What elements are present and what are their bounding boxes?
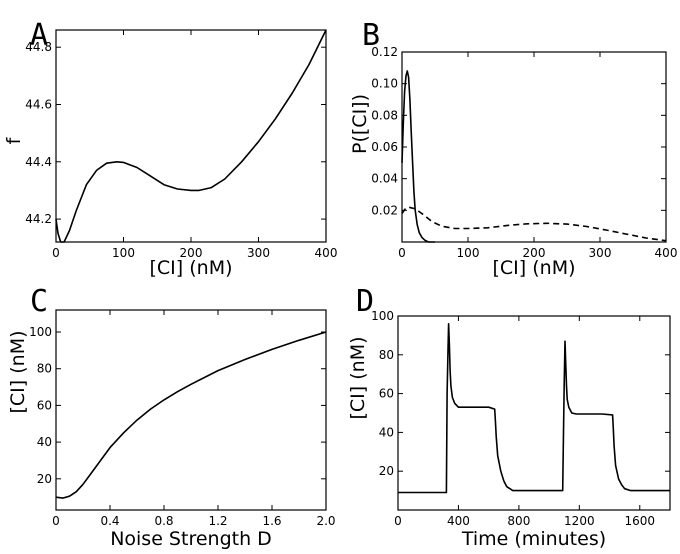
x-tick-label-d-3: 1200 <box>564 514 595 528</box>
series-group-a <box>55 29 327 243</box>
x-tick-label-c-1: 0.4 <box>100 514 119 528</box>
panel-d: D 0 400 800 1200 1600 20 40 60 80 100 Time (minu… <box>347 284 671 550</box>
series-group-c <box>55 331 327 499</box>
y-ticks-d: 20 40 60 80 100 <box>371 309 670 478</box>
x-tick-label-c-0: 0 <box>52 514 60 528</box>
y-tick-label-c-0: 20 <box>37 472 52 486</box>
series-line-c-ci <box>55 331 327 499</box>
y-ticks-c: 20 40 60 80 100 <box>29 325 326 486</box>
x-tick-label-a-2: 200 <box>180 246 203 260</box>
panel-b: B 0 100 200 300 400 0.02 0.04 0.06 0.08 0.10 0.12… <box>349 18 677 279</box>
x-tick-label-d-1: 400 <box>447 514 470 528</box>
y-tick-label-d-4: 100 <box>371 309 394 323</box>
x-tick-label-d-4: 1600 <box>625 514 656 528</box>
series-line-b-narrow-distribution <box>401 70 435 243</box>
y-tick-label-b-5: 0.12 <box>371 45 398 59</box>
y-tick-label-a-3: 44.8 <box>25 40 52 54</box>
y-tick-label-a-1: 44.4 <box>25 155 52 169</box>
panel-c: C 0 0.4 0.8 1.2 1.6 2.0 20 40 60 80 100 Noise Str… <box>7 284 336 550</box>
x-tick-label-c-5: 2.0 <box>316 514 335 528</box>
x-tick-label-b-2: 200 <box>523 246 546 260</box>
plot-frame-c <box>55 309 327 511</box>
series-line-b-broad-distribution <box>401 206 667 242</box>
x-tick-label-b-4: 400 <box>655 246 678 260</box>
y-tick-label-b-3: 0.08 <box>371 108 398 122</box>
y-tick-label-a-0: 44.2 <box>25 212 52 226</box>
y-tick-label-b-4: 0.10 <box>371 77 398 91</box>
series-group-d <box>398 323 670 494</box>
y-tick-label-b-2: 0.06 <box>371 140 398 154</box>
y-ticks-b: 0.02 0.04 0.06 0.08 0.10 0.12 <box>371 45 666 217</box>
panel-letter-a: A <box>30 18 48 53</box>
y-axis-label-b: P([CI]) <box>349 94 371 154</box>
panel-letter-d: D <box>356 284 374 319</box>
y-tick-label-c-4: 100 <box>29 325 52 339</box>
plot-frame-a <box>55 29 327 243</box>
x-tick-label-d-2: 800 <box>507 514 530 528</box>
x-ticks-c: 0 0.4 0.8 1.2 1.6 2.0 <box>52 310 336 528</box>
x-tick-label-b-3: 300 <box>589 246 612 260</box>
panel-letter-b: B <box>362 18 380 53</box>
x-ticks-a: 0 100 200 300 400 <box>52 30 337 260</box>
x-axis-label-a: [CI] (nM) <box>150 257 233 279</box>
y-tick-label-c-1: 40 <box>37 435 52 449</box>
x-axis-label-d: Time (minutes) <box>461 528 606 550</box>
x-tick-label-a-3: 300 <box>247 246 270 260</box>
x-tick-label-c-2: 0.8 <box>154 514 173 528</box>
y-tick-label-a-2: 44.6 <box>25 97 52 111</box>
y-axis-label-a: f <box>3 136 25 144</box>
x-axis-label-b: [CI] (nM) <box>493 257 576 279</box>
y-tick-label-d-3: 80 <box>379 348 394 362</box>
x-tick-label-a-0: 0 <box>52 246 60 260</box>
x-tick-label-d-0: 0 <box>394 514 402 528</box>
panel-letter-c: C <box>30 284 48 319</box>
plot-frame-b <box>401 51 667 243</box>
series-line-d-ci-trajectory <box>398 323 670 494</box>
y-axis-label-c: [CI] (nM) <box>7 331 29 414</box>
x-ticks-d: 0 400 800 1200 1600 <box>394 316 655 528</box>
panel-a: A 0 100 200 300 400 44.2 44.4 44.6 44.8 [CI] (n… <box>3 18 337 279</box>
x-ticks-b: 0 100 200 300 400 <box>398 52 677 260</box>
x-tick-label-b-1: 100 <box>457 246 480 260</box>
x-tick-label-a-1: 100 <box>112 246 135 260</box>
y-tick-label-b-0: 0.02 <box>371 203 398 217</box>
y-ticks-a: 44.2 44.4 44.6 44.8 <box>25 40 326 226</box>
y-tick-label-d-2: 60 <box>379 387 394 401</box>
y-tick-label-d-1: 40 <box>379 425 394 439</box>
x-axis-label-c: Noise Strength D <box>110 528 272 550</box>
x-tick-label-c-4: 1.6 <box>262 514 281 528</box>
series-group-b <box>401 70 667 243</box>
y-tick-label-b-1: 0.04 <box>371 172 398 186</box>
y-axis-label-d: [CI] (nM) <box>347 337 369 420</box>
plot-frame-d <box>397 315 671 511</box>
y-tick-label-c-3: 80 <box>37 362 52 376</box>
y-tick-label-d-0: 20 <box>379 464 394 478</box>
x-tick-label-a-4: 400 <box>315 246 338 260</box>
y-tick-label-c-2: 60 <box>37 398 52 412</box>
x-tick-label-b-0: 0 <box>398 246 406 260</box>
series-line-a-f <box>55 29 327 243</box>
x-tick-label-c-3: 1.2 <box>208 514 227 528</box>
